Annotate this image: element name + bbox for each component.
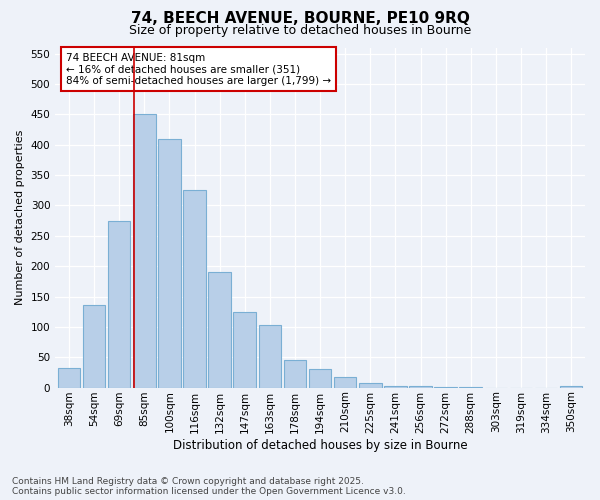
Bar	[359, 384, 382, 388]
Bar	[334, 376, 356, 388]
Bar	[183, 190, 206, 388]
Bar	[133, 114, 155, 388]
Bar	[158, 138, 181, 388]
Bar	[560, 386, 583, 388]
X-axis label: Distribution of detached houses by size in Bourne: Distribution of detached houses by size …	[173, 440, 467, 452]
Bar	[384, 386, 407, 388]
Y-axis label: Number of detached properties: Number of detached properties	[15, 130, 25, 306]
Bar	[434, 387, 457, 388]
Text: Size of property relative to detached houses in Bourne: Size of property relative to detached ho…	[129, 24, 471, 37]
Bar	[83, 305, 106, 388]
Bar	[309, 370, 331, 388]
Bar	[284, 360, 306, 388]
Bar	[460, 387, 482, 388]
Text: 74, BEECH AVENUE, BOURNE, PE10 9RQ: 74, BEECH AVENUE, BOURNE, PE10 9RQ	[131, 11, 469, 26]
Bar	[409, 386, 432, 388]
Text: Contains HM Land Registry data © Crown copyright and database right 2025.
Contai: Contains HM Land Registry data © Crown c…	[12, 476, 406, 496]
Bar	[108, 220, 130, 388]
Text: 74 BEECH AVENUE: 81sqm
← 16% of detached houses are smaller (351)
84% of semi-de: 74 BEECH AVENUE: 81sqm ← 16% of detached…	[66, 52, 331, 86]
Bar	[58, 368, 80, 388]
Bar	[259, 325, 281, 388]
Bar	[233, 312, 256, 388]
Bar	[208, 272, 231, 388]
